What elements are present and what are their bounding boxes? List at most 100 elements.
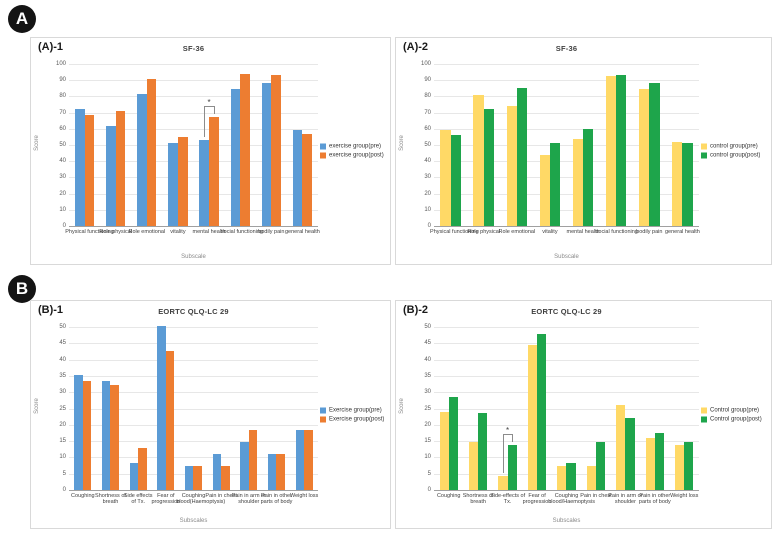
bar-control-group-post- [649, 83, 660, 226]
y-tick-label: 60 [424, 125, 431, 132]
x-category-label: social functioning [595, 229, 638, 235]
legend-item: control group(post) [701, 152, 769, 159]
legend-item: exercise group(pre) [320, 143, 388, 150]
bar-control-group-pre- [527, 344, 538, 490]
x-category-label: Shortness of breath [95, 493, 126, 506]
y-axis-title: Score [398, 134, 405, 151]
y-tick-label: 15 [59, 438, 66, 445]
legend: Exercise group(pre) Exercise group(post) [320, 407, 388, 422]
y-tick-label: 80 [59, 93, 66, 100]
x-category-label: Pain in other parts of body [638, 493, 671, 506]
bar-exercise-group-pre- [292, 130, 303, 226]
x-category-label: Role emotional [498, 229, 536, 235]
y-tick-label: 80 [424, 93, 431, 100]
panel-label: (B)-1 [38, 304, 64, 316]
bar-control-group-pre- [675, 445, 685, 490]
y-tick-label: 10 [59, 206, 66, 213]
bar-control-group-post- [625, 417, 635, 490]
y-axis-title: Score [33, 398, 40, 414]
y-tick-label: 40 [59, 158, 66, 165]
legend-item: Exercise group(pre) [320, 407, 388, 413]
chart-panel-a1: (A)-1 SF-36 Score Subscale 0 10 20 30 40 50 60… [30, 37, 391, 265]
x-category-label: Fear of progression [522, 493, 552, 506]
y-tick-label: 20 [59, 421, 66, 428]
x-category-label: Coughing [71, 493, 95, 499]
y-tick-label: 5 [62, 470, 66, 477]
x-category-label: Physical functioning [65, 229, 114, 235]
bar-exercise-group-post- [193, 465, 203, 490]
gridline [69, 375, 318, 377]
y-tick-label: 100 [55, 61, 66, 67]
bar-exercise-group-post- [177, 136, 188, 226]
x-axis-title: Subscale [181, 254, 206, 260]
section-badge-a: A [8, 5, 36, 33]
bar-exercise-group-pre- [74, 109, 85, 226]
legend-label: exercise group(post) [329, 152, 384, 159]
gridline [434, 96, 699, 98]
bar-control-group-post- [537, 333, 547, 490]
x-axis-title: Subscales [552, 518, 581, 524]
legend: exercise group(pre) exercise group(post) [320, 143, 388, 159]
chart-panel-b1: (B)-1 EORTC QLQ-LC 29 Score Subscales 0 5… [30, 300, 391, 529]
bar-control-group-pre- [439, 411, 449, 490]
bar-exercise-group-post- [165, 351, 175, 490]
y-tick-label: 10 [424, 206, 431, 213]
legend-swatch [701, 143, 707, 150]
section-badge-b: B [8, 275, 36, 303]
bar-control-group-pre- [639, 89, 650, 226]
chart-title: SF-36 [182, 44, 205, 53]
bar-group: Pain in arm or shoulder [232, 327, 266, 505]
gridline [69, 392, 318, 394]
x-category-label: Weight loss [670, 493, 699, 499]
significance-bracket [204, 105, 214, 107]
significance-bracket-leg [213, 105, 215, 114]
y-tick-label: 30 [59, 174, 66, 181]
gridline [434, 327, 699, 328]
y-tick-label: 35 [424, 372, 431, 379]
bar-group: Pain in other parts of body [639, 327, 671, 505]
legend-label: control group(pre) [710, 143, 758, 150]
significance-bracket-leg [503, 434, 505, 473]
x-category-label: general health [665, 229, 700, 235]
bar-group: bodily pain [633, 64, 666, 235]
bar-exercise-group-post- [146, 79, 157, 226]
gridline [69, 80, 318, 82]
bar-control-group-post- [448, 397, 458, 490]
gridline [69, 424, 318, 426]
y-tick-label: 30 [59, 389, 66, 396]
chart-panel-a2: (A)-2 SF-36 Score Subscale 0 10 20 30 40 50 60… [395, 37, 772, 265]
bar-control-group-pre- [672, 141, 683, 226]
x-category-label: bodily pain [258, 229, 285, 235]
x-category-label: Role physical [467, 229, 501, 235]
legend-swatch [701, 152, 707, 159]
gridline [434, 193, 699, 195]
gridline [434, 490, 699, 491]
legend-swatch [320, 416, 326, 422]
bar-exercise-group-post- [271, 75, 281, 226]
bar-group: Shortness of breath [463, 327, 494, 505]
bar-exercise-group-pre- [168, 142, 178, 226]
y-tick-label: 90 [59, 77, 66, 84]
x-category-label: Side effects of Tx. [123, 493, 153, 506]
gridline [434, 226, 699, 227]
bar-control-group-post- [583, 128, 594, 226]
bar-exercise-group-post- [240, 73, 250, 226]
significance-bracket-leg [512, 434, 514, 443]
bar-exercise-group-pre- [184, 465, 194, 490]
bar-control-group-pre- [506, 106, 517, 226]
gridline [69, 457, 318, 459]
bar-group: social functioning [596, 64, 638, 235]
gridline [69, 96, 318, 98]
x-category-label: general health [285, 229, 320, 235]
bar-control-group-post- [566, 462, 576, 490]
bar-exercise-group-post- [84, 115, 95, 226]
bar-control-group-post- [483, 108, 494, 226]
chart-title: EORTC QLQ-LC 29 [531, 307, 602, 316]
bar-exercise-group-pre- [199, 140, 210, 226]
gridline [69, 209, 318, 211]
plot-area: 0 10 20 30 40 50 60 70 80 90 100 Physical functioni… [421, 61, 700, 235]
x-category-label: Role physical [99, 229, 133, 235]
gridline [69, 441, 318, 443]
x-category-label: mental health [566, 229, 600, 235]
y-tick-label: 40 [424, 356, 431, 363]
